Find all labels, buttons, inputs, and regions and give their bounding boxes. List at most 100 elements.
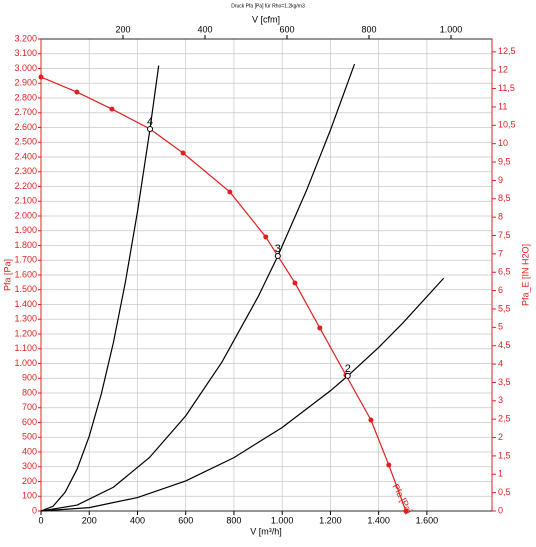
y-tick-label: 2.400 bbox=[14, 151, 37, 161]
y2-tick-label: 1,5 bbox=[498, 450, 511, 460]
y2-tick-label: 2,5 bbox=[498, 414, 511, 424]
y2-tick-label: 6 bbox=[498, 285, 503, 295]
y-tick-label: 600 bbox=[22, 417, 37, 427]
y2-tick-label: 4,5 bbox=[498, 340, 511, 350]
series-marker bbox=[263, 234, 269, 240]
y2-tick-label: 0 bbox=[498, 505, 503, 515]
y2-tick-label: 4 bbox=[498, 358, 503, 368]
y2-tick-label: 3,5 bbox=[498, 377, 511, 387]
x-tick-label: 600 bbox=[178, 515, 193, 525]
y-tick-label: 200 bbox=[22, 476, 37, 486]
y2-tick-label: 3 bbox=[498, 395, 503, 405]
y2-tick-label: 9,5 bbox=[498, 156, 511, 166]
operating-point-label: 2 bbox=[345, 363, 351, 375]
x-tick-label: 400 bbox=[130, 515, 145, 525]
y-tick-label: 2.100 bbox=[14, 196, 37, 206]
x2-tick-label: 400 bbox=[197, 24, 212, 34]
series-marker bbox=[74, 89, 80, 95]
y2-tick-label: 7 bbox=[498, 248, 503, 258]
y-tick-label: 700 bbox=[22, 402, 37, 412]
y-tick-label: 1.600 bbox=[14, 269, 37, 279]
operating-point bbox=[147, 125, 154, 132]
y-tick-label: 300 bbox=[22, 461, 37, 471]
x-tick-label: 1.600 bbox=[416, 515, 439, 525]
y-tick-label: 1.300 bbox=[14, 314, 37, 324]
series-marker bbox=[180, 150, 186, 156]
y-tick-label: 1.900 bbox=[14, 225, 37, 235]
y-tick-label: 2.900 bbox=[14, 78, 37, 88]
y2-axis-label: Pfa_E [IN H2O] bbox=[520, 244, 530, 306]
y-tick-label: 100 bbox=[22, 491, 37, 501]
series-marker bbox=[317, 325, 323, 331]
operating-point-label: 3 bbox=[275, 243, 281, 255]
y2-tick-label: 5 bbox=[498, 322, 503, 332]
x2-tick-label: 600 bbox=[279, 24, 294, 34]
y2-tick-label: 2 bbox=[498, 432, 503, 442]
y-tick-label: 800 bbox=[22, 387, 37, 397]
x-tick-label: 1.400 bbox=[367, 515, 390, 525]
x2-tick-label: 1.000 bbox=[440, 24, 463, 34]
series-marker bbox=[38, 74, 44, 80]
y-tick-label: 400 bbox=[22, 446, 37, 456]
series-marker bbox=[227, 189, 233, 195]
y-tick-label: 3.000 bbox=[14, 63, 37, 73]
y2-tick-label: 8,5 bbox=[498, 193, 511, 203]
series-marker bbox=[403, 508, 409, 514]
series-line bbox=[40, 63, 356, 512]
series-line bbox=[40, 277, 445, 512]
y-tick-label: 3.100 bbox=[14, 48, 37, 58]
series-line bbox=[40, 76, 407, 512]
y-tick-label: 2.500 bbox=[14, 137, 37, 147]
x-tick-label: 1.200 bbox=[319, 515, 342, 525]
y-tick-label: 1.500 bbox=[14, 284, 37, 294]
y-tick-label: 1.200 bbox=[14, 328, 37, 338]
operating-point-label: 4 bbox=[147, 116, 153, 128]
y2-tick-label: 11 bbox=[498, 101, 507, 111]
x2-tick-label: 800 bbox=[361, 24, 376, 34]
operating-point bbox=[274, 252, 281, 259]
y-tick-label: 2.200 bbox=[14, 181, 37, 191]
y2-tick-label: 10 bbox=[498, 138, 508, 148]
y2-tick-label: 8 bbox=[498, 212, 503, 222]
y2-tick-label: 10,5 bbox=[498, 120, 516, 130]
y2-tick-label: 12 bbox=[498, 65, 508, 75]
y-tick-label: 1.000 bbox=[14, 358, 37, 368]
series-line bbox=[40, 65, 160, 512]
series-marker bbox=[109, 106, 115, 112]
y2-tick-label: 12,5 bbox=[498, 46, 516, 56]
y-tick-label: 2.800 bbox=[14, 92, 37, 102]
x-tick-label: 1.000 bbox=[271, 515, 294, 525]
y-tick-label: 2.600 bbox=[14, 122, 37, 132]
y2-tick-label: 9 bbox=[498, 175, 503, 185]
chart-title: Druck Pfa [Pa] für Rho=1.2kg/m3 bbox=[231, 3, 305, 9]
x-tick-label: 800 bbox=[226, 515, 241, 525]
y-tick-label: 500 bbox=[22, 432, 37, 442]
y-axis-label: Pfa [Pa] bbox=[2, 259, 12, 291]
x2-tick-label: 200 bbox=[115, 24, 130, 34]
y2-tick-label: 7,5 bbox=[498, 230, 511, 240]
y2-tick-label: 11,5 bbox=[498, 83, 515, 93]
y-tick-label: 1.100 bbox=[14, 343, 37, 353]
y-tick-label: 0 bbox=[32, 505, 37, 515]
y2-tick-label: 1 bbox=[498, 469, 503, 479]
x-axis-label: V [m³/h] bbox=[250, 526, 282, 536]
series-marker bbox=[368, 417, 374, 423]
y-tick-label: 900 bbox=[22, 373, 37, 383]
operating-point bbox=[344, 372, 351, 379]
y2-tick-label: 5,5 bbox=[498, 303, 511, 313]
y2-tick-label: 0,5 bbox=[498, 487, 511, 497]
series-marker bbox=[386, 462, 392, 468]
x-tick-label: 200 bbox=[82, 515, 97, 525]
y-tick-label: 3.200 bbox=[14, 33, 37, 43]
series-label: Pfa [Pa] bbox=[391, 482, 415, 515]
y-tick-label: 2.700 bbox=[14, 107, 37, 117]
y-tick-label: 1.400 bbox=[14, 299, 37, 309]
y-tick-label: 2.000 bbox=[14, 210, 37, 220]
y-tick-label: 1.700 bbox=[14, 255, 37, 265]
x2-axis-label: V [cfm] bbox=[252, 14, 280, 24]
series-marker bbox=[292, 280, 298, 286]
y-tick-label: 2.300 bbox=[14, 166, 37, 176]
y-tick-label: 1.800 bbox=[14, 240, 37, 250]
x-tick-label: 0 bbox=[38, 515, 43, 525]
